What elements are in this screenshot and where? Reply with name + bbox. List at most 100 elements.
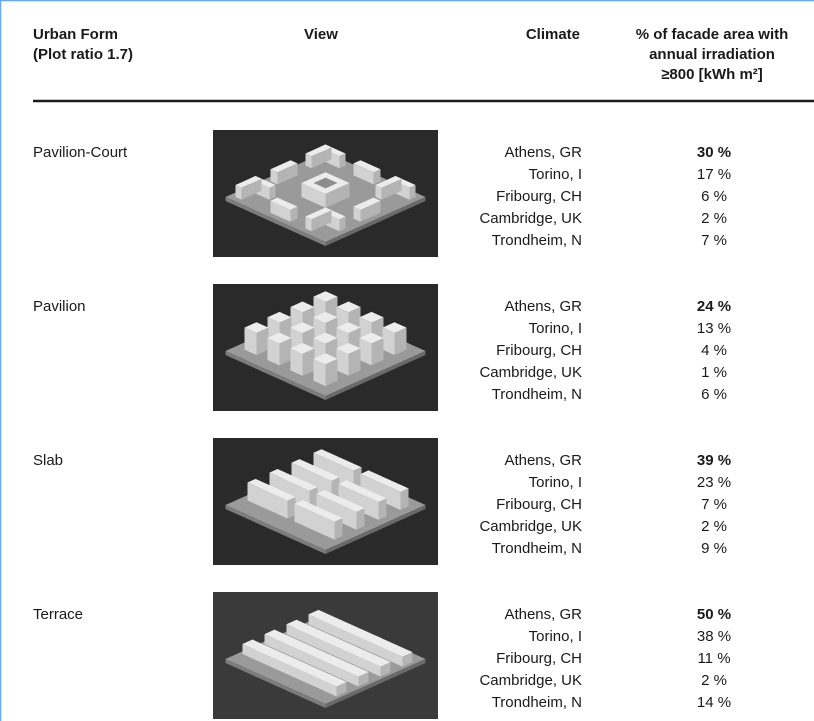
building-roof xyxy=(313,332,338,344)
climate-cell: Torino, I xyxy=(529,628,582,645)
climate-cell: Athens, GR xyxy=(504,606,582,623)
building-side xyxy=(339,153,346,169)
building-roof xyxy=(290,322,315,334)
header-cell: annual irradiation xyxy=(649,46,775,63)
header-cell: ≥800 [kWh m²] xyxy=(661,66,763,83)
climate-cell: Fribourg, CH xyxy=(496,496,582,513)
building-side xyxy=(311,210,332,232)
building-roof xyxy=(313,291,338,302)
building-roof xyxy=(359,332,384,344)
building-side xyxy=(301,183,326,208)
ground-edge xyxy=(325,659,426,708)
urban-form-cell: Terrace xyxy=(33,606,83,623)
building-side xyxy=(336,348,349,376)
climate-cell: Trondheim, N xyxy=(492,694,582,711)
building-side xyxy=(336,681,347,697)
building-roof xyxy=(353,197,381,210)
climate-cell: Trondheim, N xyxy=(492,540,582,557)
view-image xyxy=(213,284,438,411)
building-roof xyxy=(305,207,332,220)
building-side xyxy=(277,163,298,185)
building-side xyxy=(244,327,257,356)
building-side xyxy=(302,348,315,376)
building-side xyxy=(334,518,343,540)
building-side xyxy=(378,498,387,520)
building-side xyxy=(290,206,298,222)
building-roof xyxy=(270,197,298,210)
value-cell: 17 % xyxy=(697,166,731,183)
building-side xyxy=(270,169,278,185)
building-roof xyxy=(291,459,340,481)
header-cell: Climate xyxy=(526,26,580,43)
value-cell: 2 % xyxy=(701,210,727,227)
building-side xyxy=(305,216,312,232)
ground-edge xyxy=(325,505,426,554)
building-side xyxy=(305,153,312,169)
building-side xyxy=(353,163,374,185)
building-side xyxy=(308,614,403,667)
building-side xyxy=(360,473,401,510)
value-cell: 4 % xyxy=(701,342,727,359)
climate-cell: Torino, I xyxy=(529,320,582,337)
building-side xyxy=(380,662,391,677)
building-side xyxy=(313,452,354,489)
building-side xyxy=(241,178,262,200)
building-side xyxy=(291,462,332,499)
building-roof xyxy=(308,609,413,657)
building-side xyxy=(313,358,326,387)
building-roof xyxy=(235,176,262,188)
building-roof xyxy=(286,619,391,667)
building-side xyxy=(371,338,384,366)
building-roof xyxy=(382,322,407,334)
value-cell: 7 % xyxy=(701,496,727,513)
building-roof xyxy=(375,176,402,188)
building-roof xyxy=(336,301,361,313)
header-cell: Urban Form xyxy=(33,26,118,43)
climate-cell: Fribourg, CH xyxy=(496,650,582,667)
building-side xyxy=(290,348,303,376)
building-side xyxy=(400,488,409,510)
ground-edge xyxy=(225,505,326,554)
climate-cell: Athens, GR xyxy=(504,298,582,315)
building-roof xyxy=(242,639,347,687)
header-cell: View xyxy=(304,26,338,43)
building-side xyxy=(279,338,292,366)
building-side xyxy=(360,200,381,222)
header-cell: % of facade area with xyxy=(636,26,789,43)
climate-cell: Torino, I xyxy=(529,474,582,491)
climate-cell: Cambridge, UK xyxy=(479,518,582,535)
building-side xyxy=(325,358,338,387)
building-roof xyxy=(290,301,315,313)
value-cell: 24 % xyxy=(697,298,731,315)
value-cell: 50 % xyxy=(697,606,731,623)
value-cell: 11 % xyxy=(697,650,730,667)
building-side xyxy=(353,467,362,489)
building-side xyxy=(348,348,361,376)
ground-edge xyxy=(325,197,426,246)
building-side xyxy=(247,482,288,519)
building-side xyxy=(359,338,372,366)
building-side xyxy=(235,185,242,200)
climate-cell: Cambridge, UK xyxy=(479,364,582,381)
building-side xyxy=(325,183,350,208)
building-roof xyxy=(360,470,409,492)
building-roof xyxy=(316,490,365,512)
building-side xyxy=(402,652,413,667)
building-roof xyxy=(294,500,343,522)
building-side xyxy=(358,671,369,687)
building-roof xyxy=(244,322,269,334)
building-roof xyxy=(270,160,298,173)
building-side xyxy=(267,338,280,366)
value-cell: 2 % xyxy=(701,518,727,535)
value-cell: 7 % xyxy=(701,232,727,249)
building-side xyxy=(356,508,365,530)
value-cell: 23 % xyxy=(697,474,731,491)
climate-cell: Athens, GR xyxy=(504,144,582,161)
value-cell: 39 % xyxy=(697,452,731,469)
building-roof xyxy=(359,311,384,323)
building-side xyxy=(242,644,337,697)
urban-form-cell: Pavilion-Court xyxy=(33,144,128,161)
building-side xyxy=(339,216,346,232)
building-side xyxy=(309,487,318,509)
